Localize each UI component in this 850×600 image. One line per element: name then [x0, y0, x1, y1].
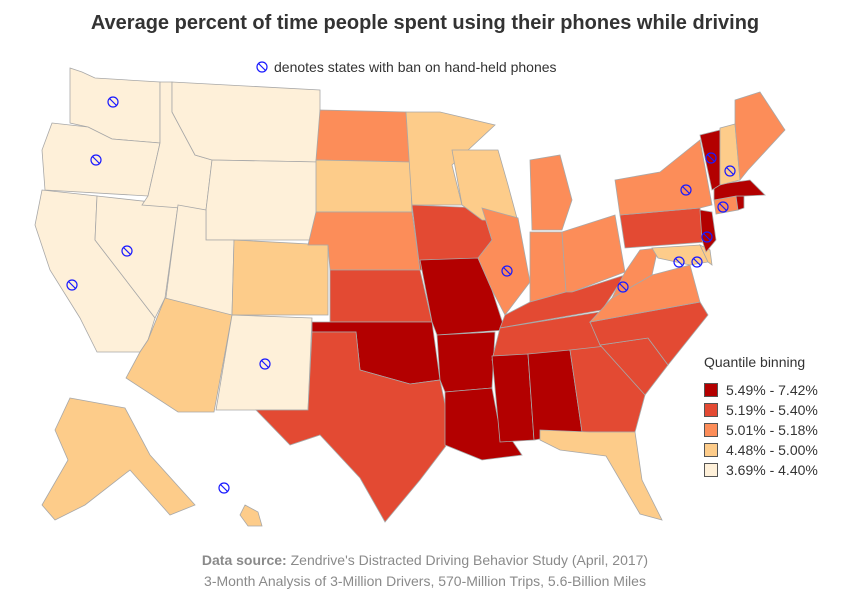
legend-title: Quantile binning — [704, 354, 806, 370]
ban-icon — [705, 152, 717, 164]
legend-swatch — [704, 443, 718, 457]
legend-item: 5.01% - 5.18% — [704, 420, 818, 440]
source-bold: Data source: — [201, 552, 287, 568]
state-illinois — [477, 207, 531, 316]
source-line1: Zendrive's Distracted Driving Behavior S… — [286, 552, 649, 568]
ban-icon — [218, 482, 230, 494]
map-title: Average percent of time people spent usi… — [90, 12, 760, 34]
state-new-jersey — [699, 209, 717, 253]
legend-label: 5.01% - 5.18% — [726, 422, 818, 438]
source-line2: 3-Month Analysis of 3-Million Drivers, 5… — [204, 573, 646, 589]
ban-icon — [66, 279, 78, 291]
data-source: Data source: Zendrive's Distracted Drivi… — [0, 550, 850, 592]
state-north-dakota — [315, 109, 411, 163]
state-new-york — [614, 139, 713, 216]
legend-swatch — [704, 423, 718, 437]
state-massachusetts — [713, 179, 766, 201]
legend-label: 5.19% - 5.40% — [726, 402, 818, 418]
state-montana — [171, 81, 321, 163]
ban-icon — [717, 201, 729, 213]
legend-item: 5.49% - 7.42% — [704, 380, 818, 400]
ban-icon — [256, 61, 268, 73]
ban-icon — [259, 358, 271, 370]
state-arkansas — [436, 331, 496, 393]
ban-icon — [701, 231, 713, 243]
state-maryland — [651, 244, 709, 266]
state-indiana — [529, 231, 567, 303]
state-wyoming — [205, 159, 321, 241]
ban-icon — [673, 256, 685, 268]
ban-icon — [680, 184, 692, 196]
state-ohio — [561, 214, 626, 293]
ban-icon — [724, 165, 736, 177]
ban-icon — [121, 245, 133, 257]
ban-icon — [501, 265, 513, 277]
legend-label: 4.48% - 5.00% — [726, 442, 818, 458]
ban-icon — [617, 281, 629, 293]
legend-item: 5.19% - 5.40% — [704, 400, 818, 420]
state-michigan — [529, 154, 573, 231]
state-texas — [255, 331, 453, 523]
legend-swatch — [704, 403, 718, 417]
state-south-dakota — [315, 159, 413, 213]
legend-swatch — [704, 383, 718, 397]
legend-item: 3.69% - 4.40% — [704, 460, 818, 480]
legend-item: 4.48% - 5.00% — [704, 440, 818, 460]
ban-note-text: denotes states with ban on hand-held pho… — [274, 59, 557, 75]
state-colorado — [231, 239, 329, 316]
state-west-virginia — [611, 247, 659, 300]
legend-swatch — [704, 463, 718, 477]
state-mississippi — [491, 353, 535, 443]
legend-label: 5.49% - 7.42% — [726, 382, 818, 398]
ban-legend-note: denotes states with ban on hand-held pho… — [256, 59, 557, 75]
state-hawaii — [239, 504, 263, 527]
ban-icon — [691, 256, 703, 268]
state-kansas — [329, 269, 433, 323]
state-alaska — [41, 397, 196, 521]
ban-icon — [107, 96, 119, 108]
ban-icon — [90, 154, 102, 166]
state-florida — [539, 429, 663, 521]
legend-label: 3.69% - 4.40% — [726, 462, 818, 478]
state-maine — [734, 91, 786, 182]
legend: Quantile binning 5.49% - 7.42% 5.19% - 5… — [704, 354, 818, 480]
